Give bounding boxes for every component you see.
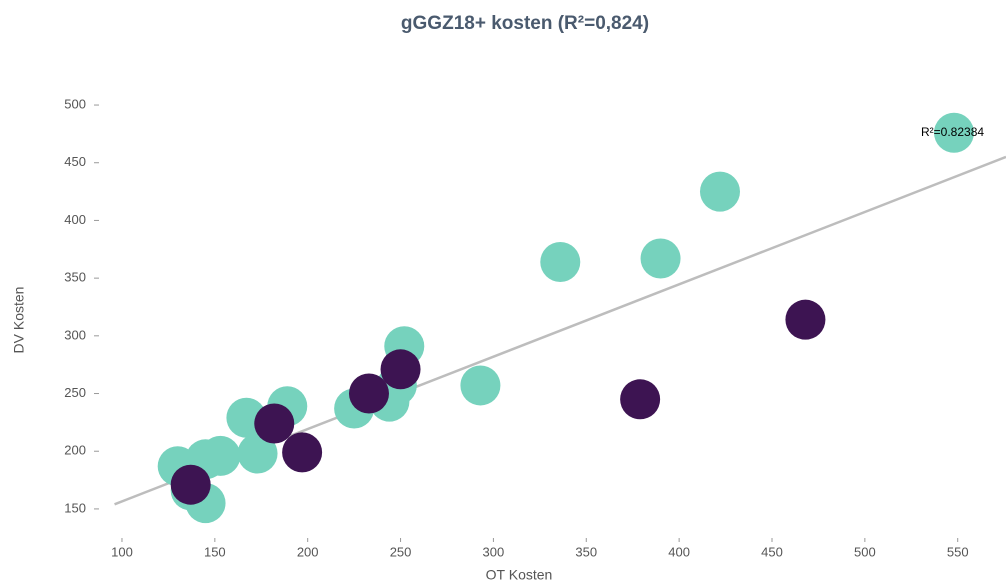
point [237,433,278,474]
x-tick-label: 200 [297,544,319,559]
point [640,238,681,279]
x-tick-label: 300 [483,544,505,559]
y-tick-label: 500 [64,96,86,111]
x-tick-label: 550 [947,544,969,559]
y-tick-label: 150 [64,500,86,515]
x-tick-label: 400 [668,544,690,559]
point [933,112,974,153]
y-tick-label: 400 [64,212,86,227]
point [785,299,826,340]
x-tick-label: 100 [111,544,133,559]
chart-title: gGGZ18+ kosten (R²=0,824) [401,13,649,34]
x-tick-label: 250 [390,544,412,559]
x-axis-label: OT Kosten [486,567,553,583]
point [254,403,295,444]
point [699,171,740,212]
y-tick-label: 200 [64,443,86,458]
point [540,241,581,282]
x-tick-label: 450 [761,544,783,559]
y-tick-label: 450 [64,154,86,169]
point [380,349,421,390]
point [282,432,323,473]
y-tick-label: 350 [64,270,86,285]
y-axis-label: DV Kosten [11,287,27,354]
x-tick-label: 150 [204,544,226,559]
x-tick-label: 500 [854,544,876,559]
point [620,379,661,420]
trendline-label: R²=0.82384 [921,125,984,139]
point [460,365,501,406]
y-tick-label: 300 [64,327,86,342]
point [348,373,389,414]
x-tick-label: 350 [575,544,597,559]
y-tick-label: 250 [64,385,86,400]
point [170,464,211,505]
